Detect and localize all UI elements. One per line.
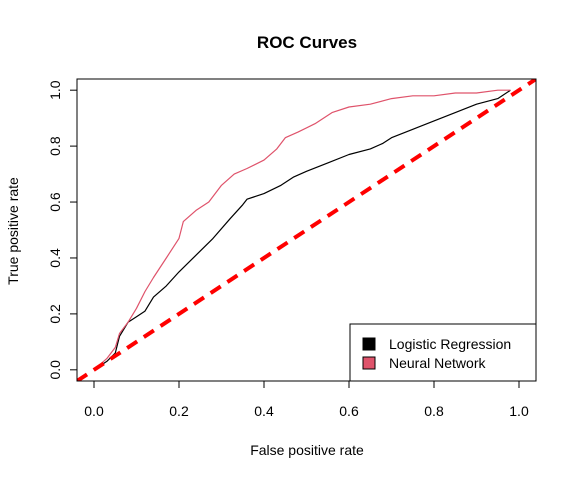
x-tick-label: 0.6	[339, 403, 359, 419]
y-tick-label: 0.2	[47, 304, 63, 324]
y-axis-label: True positive rate	[5, 177, 21, 285]
y-tick-label: 0.0	[47, 360, 63, 380]
legend-box	[349, 323, 537, 382]
x-tick-label: 0.2	[169, 403, 189, 419]
plot-area: 0.0 0.2 0.4 0.6 0.8 1.0 0.0 0.2 0.4 0.6 0.8 1.0	[47, 78, 537, 419]
series-line-0	[93, 89, 511, 371]
x-tick-label: 1.0	[509, 403, 529, 419]
x-tick-label: 0.8	[424, 403, 444, 419]
y-tick-label: 0.8	[47, 136, 63, 156]
legend-swatch	[362, 337, 376, 351]
legend-label: Neural Network	[389, 355, 486, 371]
y-tick-label: 1.0	[47, 80, 63, 100]
series-line-1	[93, 89, 511, 371]
plot-frame	[76, 78, 537, 382]
x-tick-label: 0.4	[254, 403, 274, 419]
legend: Logistic Regression Neural Network	[349, 323, 537, 382]
legend-swatch	[362, 356, 376, 370]
legend-label: Logistic Regression	[389, 336, 511, 352]
y-tick-label: 0.6	[47, 192, 63, 212]
diagonal-reference-line	[77, 79, 536, 381]
y-tick-label: 0.4	[47, 248, 63, 268]
x-axis-label: False positive rate	[250, 442, 364, 458]
x-tick-label: 0.0	[84, 403, 104, 419]
chart-title: ROC Curves	[257, 33, 357, 52]
